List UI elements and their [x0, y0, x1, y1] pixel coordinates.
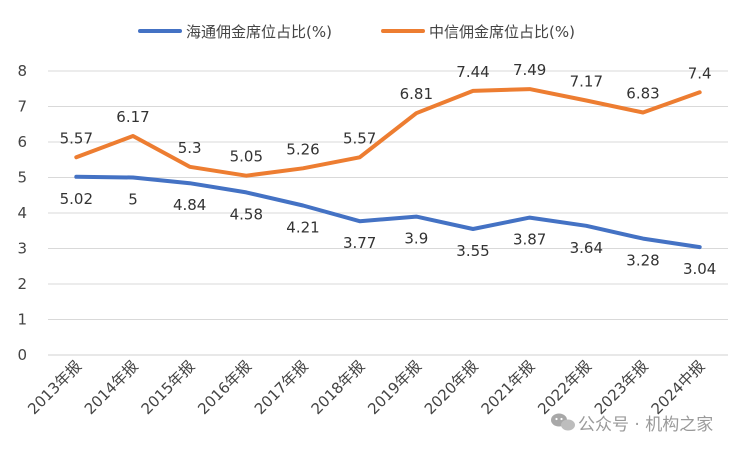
data-label: 3.77: [343, 234, 376, 252]
x-tick-label: 2015年报: [138, 357, 199, 418]
series-line-1: [74, 174, 702, 250]
data-label: 3.9: [404, 230, 428, 248]
series-lines: [74, 87, 702, 250]
x-tick-label: 2023年报: [591, 357, 652, 418]
legend: 海通佣金席位占比(%) 中信佣金席位占比(%): [138, 23, 575, 41]
y-tick-label: 6: [17, 133, 27, 151]
data-label: 5.57: [60, 129, 93, 147]
data-label: 5: [128, 191, 138, 209]
y-axis-ticks: 0 1 2 3 4 5 6 7 8: [17, 62, 27, 364]
data-label: 3.04: [683, 260, 716, 278]
x-tick-label: 2017年报: [251, 357, 312, 418]
data-label: 7.4: [688, 64, 712, 82]
data-label: 6.17: [116, 108, 149, 126]
x-tick-label: 2024中报: [648, 357, 709, 418]
y-tick-label: 4: [17, 204, 27, 222]
data-label: 5.57: [343, 129, 376, 147]
y-tick-label: 5: [17, 169, 27, 187]
data-label: 4.58: [230, 205, 263, 223]
y-tick-label: 7: [17, 98, 27, 116]
data-label: 5.26: [286, 140, 319, 158]
y-tick-label: 3: [17, 240, 27, 258]
x-tick-label: 2022年报: [534, 357, 595, 418]
data-label: 4.84: [173, 196, 206, 214]
watermark: 公众号 · 机构之家: [551, 413, 713, 435]
x-tick-label: 2016年报: [194, 357, 255, 418]
x-tick-label: 2021年报: [478, 357, 539, 418]
data-labels: 5.02 5 4.84 4.58 4.21 3.77 3.9 3.55 3.87 3.64 3.28…: [60, 61, 717, 278]
x-axis-ticks: 2013年报2014年报2015年报2016年报2017年报2018年报2019…: [24, 357, 708, 418]
data-label: 3.28: [626, 252, 659, 270]
x-tick-label: 2019年报: [364, 357, 425, 418]
x-tick-label: 2014年报: [81, 357, 142, 418]
legend-label: 海通佣金席位占比(%): [186, 23, 332, 41]
x-tick-label: 2018年报: [308, 357, 369, 418]
y-tick-label: 1: [17, 311, 27, 329]
data-label: 6.81: [400, 85, 433, 103]
data-label: 7.44: [456, 63, 489, 81]
legend-label: 中信佣金席位占比(%): [429, 23, 575, 41]
wechat-icon: [551, 413, 575, 431]
watermark-text: 公众号 · 机构之家: [578, 415, 713, 435]
data-label: 5.05: [230, 148, 263, 166]
gridlines: [48, 70, 728, 356]
y-tick-label: 2: [17, 275, 27, 293]
x-tick-label: 2020年报: [421, 357, 482, 418]
data-label: 7.49: [513, 61, 546, 79]
data-label: 6.83: [626, 85, 659, 103]
x-tick-label: 2013年报: [24, 357, 85, 418]
data-label: 3.87: [513, 231, 546, 249]
series-line-2: [74, 87, 702, 178]
data-label: 5.02: [60, 190, 93, 208]
data-label: 4.21: [286, 219, 319, 237]
y-tick-label: 0: [17, 346, 27, 364]
data-label: 7.17: [570, 72, 603, 90]
data-label: 5.3: [178, 139, 202, 157]
y-tick-label: 8: [17, 62, 27, 80]
data-label: 3.55: [456, 242, 489, 260]
data-label: 3.64: [570, 239, 603, 257]
